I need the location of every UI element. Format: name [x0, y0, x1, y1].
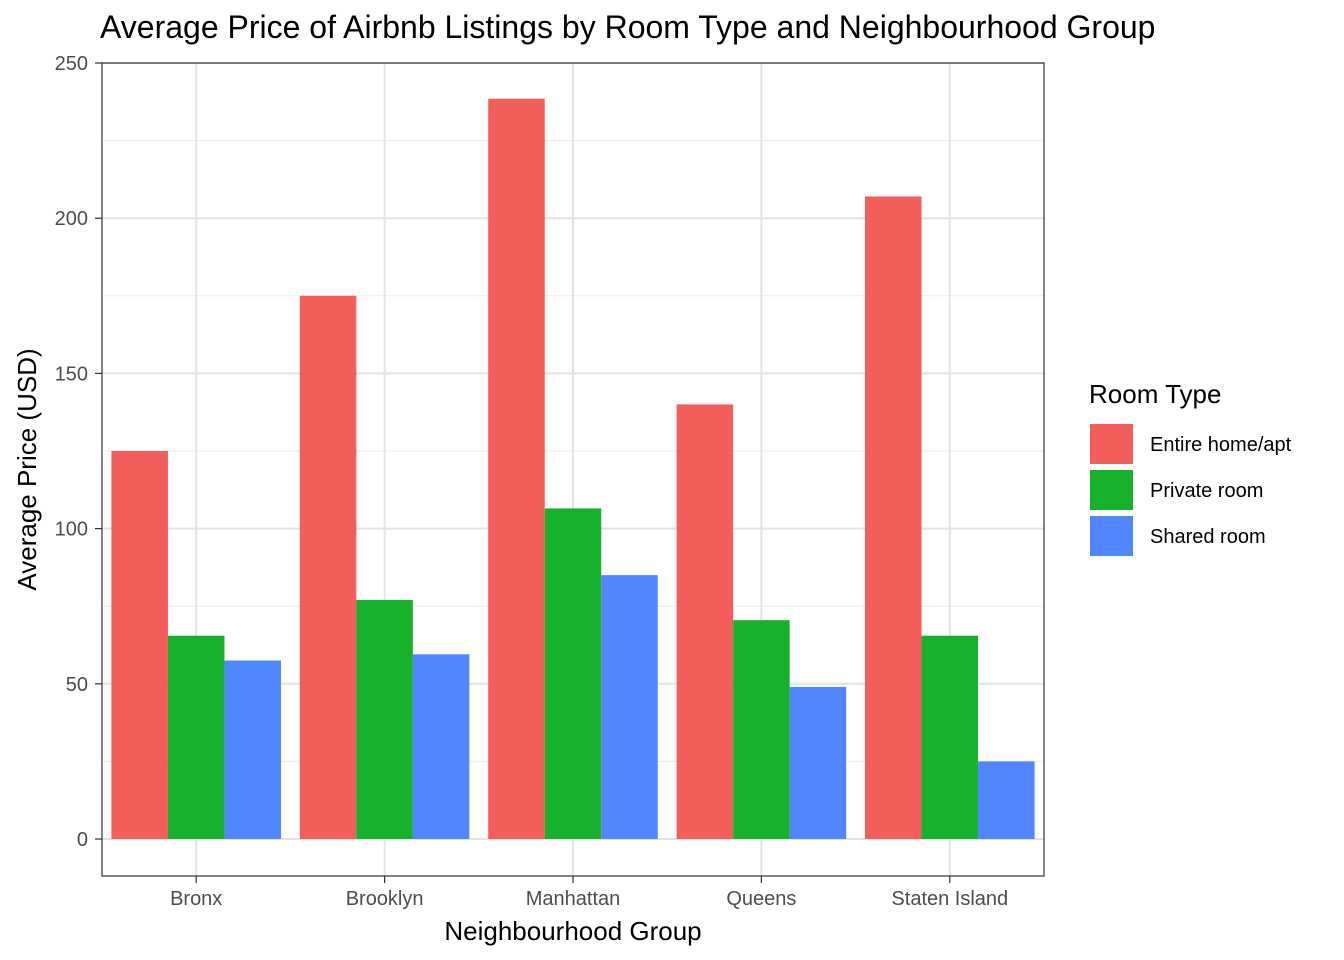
legend-title: Room Type: [1089, 379, 1221, 409]
bar: [978, 761, 1035, 839]
legend-label: Private room: [1150, 480, 1263, 502]
x-tick-label: Manhattan: [526, 888, 621, 910]
x-axis: Bronx Brooklyn Manhattan Queens Staten Islan…: [170, 876, 1008, 910]
bar: [733, 620, 790, 839]
bar: [412, 654, 470, 839]
legend: Room Type Entire home/apt Private room Sha…: [1089, 379, 1292, 556]
legend-label: Shared room: [1150, 526, 1266, 548]
y-tick-label: 0: [77, 829, 88, 851]
bar: [789, 686, 847, 839]
chart-title: Average Price of Airbnb Listings by Room…: [100, 9, 1155, 45]
bar: [167, 635, 225, 839]
y-tick-label: 100: [55, 519, 88, 541]
bar: [299, 295, 357, 839]
legend-swatch: [1090, 424, 1133, 464]
y-tick-label: 250: [55, 53, 88, 75]
bar: [921, 635, 979, 839]
y-tick-label: 150: [55, 363, 88, 385]
bar: [865, 196, 922, 840]
bar: [544, 508, 602, 839]
bar: [676, 404, 734, 839]
bar: [601, 575, 658, 839]
y-axis-title: Average Price (USD): [12, 348, 42, 590]
bar: [356, 599, 413, 839]
y-tick-label: 50: [66, 674, 88, 696]
x-tick-label: Staten Island: [891, 888, 1008, 910]
y-axis: 0 50 100 150 200 250: [55, 53, 102, 851]
bar: [488, 98, 545, 840]
x-tick-label: Brooklyn: [346, 888, 424, 910]
bar: [224, 660, 281, 839]
legend-swatch: [1090, 516, 1133, 556]
y-tick-label: 200: [55, 208, 88, 230]
legend-swatch: [1090, 470, 1133, 510]
bar: [111, 451, 168, 839]
x-axis-title: Neighbourhood Group: [444, 916, 701, 946]
legend-label: Entire home/apt: [1150, 434, 1292, 456]
x-tick-label: Bronx: [170, 888, 222, 910]
bars: [111, 98, 1035, 840]
x-tick-label: Queens: [726, 888, 796, 910]
